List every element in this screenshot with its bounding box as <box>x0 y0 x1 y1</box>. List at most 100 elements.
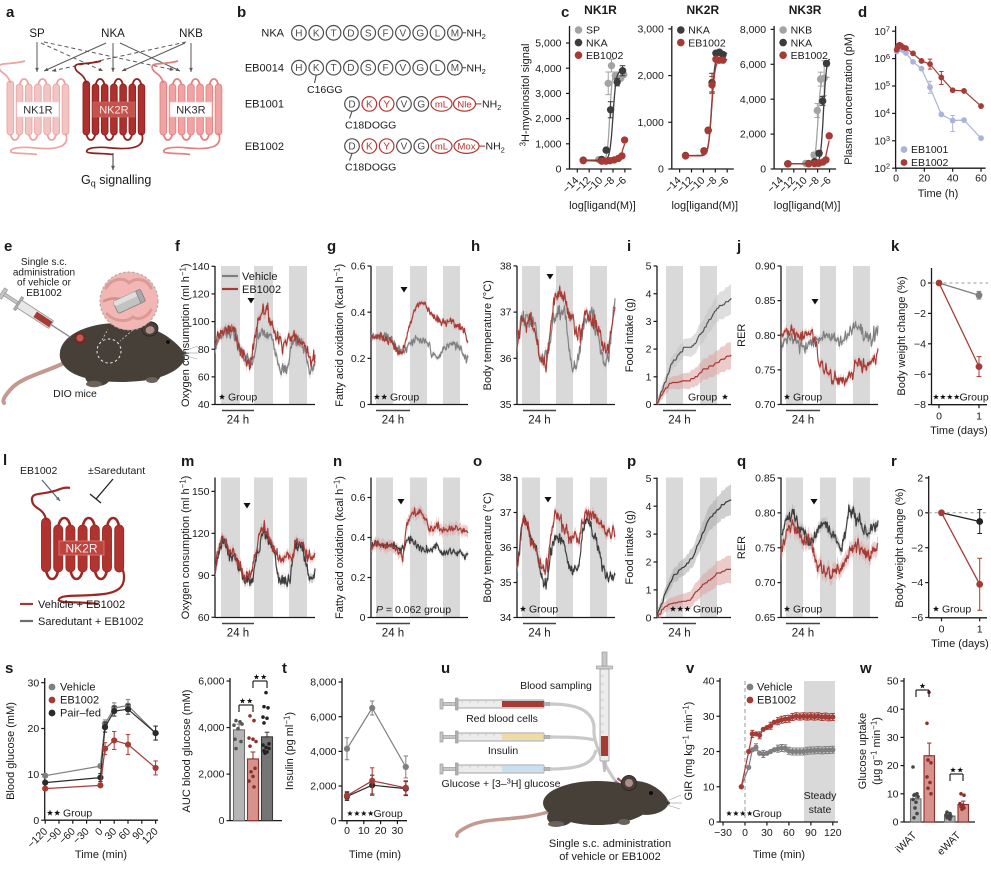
svg-text:F: F <box>382 63 388 74</box>
svg-text:Vehicle: Vehicle <box>60 682 95 694</box>
svg-text:s: s <box>5 660 13 677</box>
svg-text:0: 0 <box>893 173 899 185</box>
svg-text:6,000: 6,000 <box>740 59 766 71</box>
svg-text:EB1002: EB1002 <box>60 695 99 707</box>
svg-text:NKB: NKB <box>179 28 203 40</box>
svg-text:20: 20 <box>703 746 715 758</box>
svg-text:k: k <box>891 238 900 255</box>
svg-text:Single s.c.: Single s.c. <box>21 257 67 268</box>
svg-text:H: H <box>295 63 302 74</box>
svg-text:0: 0 <box>646 399 652 411</box>
svg-text:60: 60 <box>198 371 210 383</box>
svg-text:P = 0.062 group: P = 0.062 group <box>376 604 451 616</box>
svg-text:Group: Group <box>63 808 92 820</box>
svg-text:1: 1 <box>976 411 982 423</box>
svg-text:m: m <box>181 453 194 470</box>
svg-text:4: 4 <box>646 501 652 513</box>
svg-text:0.70: 0.70 <box>755 399 776 411</box>
svg-text:Vehicle: Vehicle <box>757 682 792 694</box>
svg-text:24 h: 24 h <box>668 415 690 427</box>
svg-text:2,000: 2,000 <box>740 129 766 141</box>
svg-text:K: K <box>313 63 320 74</box>
svg-text:Gq​ signalling: Gq​ signalling <box>81 173 151 189</box>
svg-text:SP: SP <box>586 25 600 37</box>
svg-text:NK1R: NK1R <box>584 3 617 17</box>
svg-text:105​: 105​ <box>874 79 890 92</box>
svg-text:24 h: 24 h <box>528 415 550 427</box>
svg-text:Red blood cells: Red blood cells <box>466 713 538 725</box>
svg-text:Insulin (pg ml−1​): Insulin (pg ml−1​) <box>283 712 296 790</box>
svg-text:T: T <box>331 63 337 74</box>
svg-text:NK3R: NK3R <box>176 105 205 117</box>
svg-text:2,000: 2,000 <box>310 781 336 793</box>
svg-text:D: D <box>347 28 354 39</box>
svg-text:1,000: 1,000 <box>638 117 664 129</box>
svg-text:Vehicle + EB1002: Vehicle + EB1002 <box>38 599 125 611</box>
svg-text:5: 5 <box>646 261 652 273</box>
svg-text:10: 10 <box>887 788 899 800</box>
svg-text:RER: RER <box>736 324 748 347</box>
svg-text:0.90: 0.90 <box>755 261 776 273</box>
svg-text:1,000: 1,000 <box>535 138 561 150</box>
svg-text:Time (days): Time (days) <box>931 638 989 650</box>
svg-text:AUC blood glucose (mM): AUC blood glucose (mM) <box>181 690 193 813</box>
svg-text:36: 36 <box>500 542 512 554</box>
svg-text:35: 35 <box>500 577 512 589</box>
svg-text:60: 60 <box>198 612 210 624</box>
svg-text:f: f <box>175 238 181 255</box>
svg-text:NK3R: NK3R <box>789 3 822 17</box>
svg-text:100: 100 <box>192 316 210 328</box>
svg-text:20: 20 <box>28 723 40 735</box>
svg-text:0.4: 0.4 <box>351 307 366 319</box>
svg-text:G: G <box>417 99 425 110</box>
svg-text:0.75: 0.75 <box>755 364 776 376</box>
svg-text:NKB: NKB <box>791 25 813 37</box>
svg-text:of vehicle or EB1002: of vehicle or EB1002 <box>559 851 661 863</box>
svg-text:3: 3 <box>646 316 652 328</box>
svg-text:38: 38 <box>500 472 512 484</box>
svg-text:EB1002: EB1002 <box>586 50 624 62</box>
svg-text:EB1002: EB1002 <box>20 465 58 477</box>
svg-text:0.80: 0.80 <box>755 330 776 342</box>
svg-text:−8: −8 <box>914 399 926 411</box>
svg-text:−30: −30 <box>714 827 732 839</box>
svg-text:0: 0 <box>920 278 926 290</box>
svg-text:Saredutant + EB1002: Saredutant + EB1002 <box>38 616 144 628</box>
svg-text:−6: −6 <box>911 612 923 624</box>
svg-text:24 h: 24 h <box>528 628 550 640</box>
svg-text:G: G <box>416 63 424 74</box>
svg-text:30: 30 <box>887 732 899 744</box>
svg-text:24 h: 24 h <box>227 628 249 640</box>
svg-text:of vehicle or: of vehicle or <box>17 278 72 289</box>
svg-text:24 h: 24 h <box>792 628 814 640</box>
svg-text:Body weight change (%): Body weight change (%) <box>894 488 906 607</box>
svg-text:3: 3 <box>646 529 652 541</box>
svg-text:0: 0 <box>939 624 945 636</box>
svg-text:30: 30 <box>392 825 404 837</box>
svg-text:D: D <box>348 142 355 153</box>
svg-text:e: e <box>4 238 12 255</box>
svg-text:0.80: 0.80 <box>755 507 776 519</box>
svg-text:3​H-myoinositol signal: 3​H-myoinositol signal <box>519 44 532 147</box>
svg-text:10: 10 <box>28 769 40 781</box>
svg-text:p: p <box>627 453 636 470</box>
svg-text:Group: Group <box>693 604 722 616</box>
svg-text:−4: −4 <box>914 338 926 350</box>
svg-text:l: l <box>3 452 7 469</box>
svg-text:F: F <box>382 28 388 39</box>
svg-text:2: 2 <box>917 473 923 485</box>
svg-text:NKA: NKA <box>261 28 284 40</box>
svg-text:102​: 102​ <box>874 161 890 174</box>
svg-text:0: 0 <box>331 815 337 827</box>
svg-text:Body temperature (°C): Body temperature (°C) <box>482 492 494 602</box>
svg-text:Food intake (g): Food intake (g) <box>624 511 636 585</box>
svg-text:Plasma concentration (pM): Plasma concentration (pM) <box>843 33 855 164</box>
svg-text:Time (days): Time (days) <box>930 425 988 437</box>
svg-text:Oxygen consumption (ml h−1​): Oxygen consumption (ml h−1​) <box>179 476 192 620</box>
svg-text:Group: Group <box>390 392 419 404</box>
svg-text:4,000: 4,000 <box>740 94 766 106</box>
svg-text:20: 20 <box>375 825 387 837</box>
svg-text:GIR (mg kg−1​ min−1​): GIR (mg kg−1​ min−1​) <box>682 702 695 801</box>
svg-text:a: a <box>6 4 15 21</box>
svg-text:EB1002: EB1002 <box>26 288 62 299</box>
